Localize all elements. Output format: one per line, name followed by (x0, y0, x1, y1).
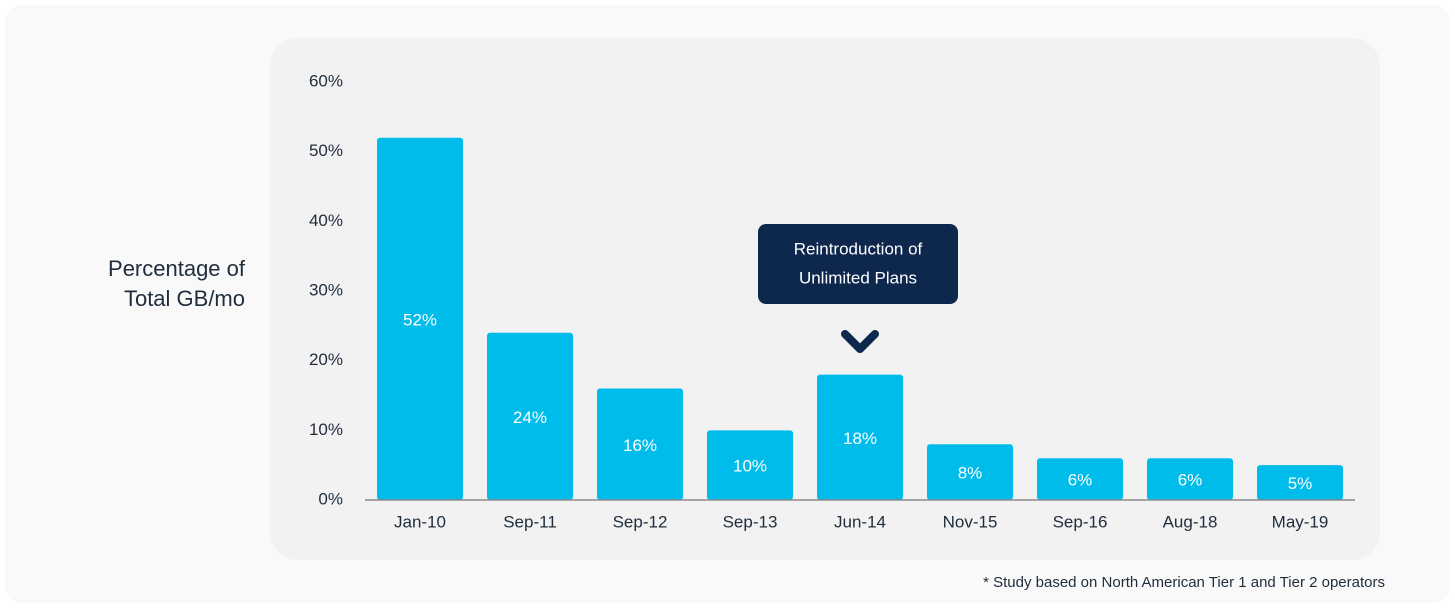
annotation: Reintroduction of (794, 239, 923, 258)
bar (707, 430, 793, 500)
y-axis-label: Percentage of (108, 256, 246, 281)
bar (597, 388, 683, 500)
bar (1037, 458, 1123, 500)
y-tick-label: 40% (309, 211, 343, 230)
x-tick-label: Jan-10 (394, 512, 446, 531)
x-tick-label: Sep-13 (723, 512, 778, 531)
annotation-chevron (841, 330, 879, 353)
footnote: * Study based on North American Tier 1 a… (983, 574, 1385, 591)
x-tick-label: Aug-18 (1163, 512, 1218, 531)
bar (817, 374, 903, 500)
y-tick-label: 10% (309, 420, 343, 439)
y-tick-label: 60% (309, 71, 343, 90)
bar (487, 332, 573, 500)
bar (377, 137, 463, 500)
annotation: Unlimited Plans (799, 268, 917, 287)
y-tick-label: 30% (309, 280, 343, 299)
data-label: 6% (1068, 471, 1093, 490)
y-axis-label: Total GB/mo (124, 286, 245, 311)
y-tick-label: 50% (309, 141, 343, 160)
bar (927, 444, 1013, 500)
data-label: 16% (623, 436, 657, 455)
y-tick-label: 20% (309, 350, 343, 369)
annotation-box (758, 224, 958, 304)
data-label: 6% (1178, 471, 1203, 490)
data-label: 8% (958, 464, 983, 483)
data-label: 18% (843, 429, 877, 448)
data-label: 24% (513, 408, 547, 427)
x-tick-label: Sep-16 (1053, 512, 1108, 531)
data-label: 5% (1288, 474, 1313, 493)
x-tick-label: May-19 (1272, 512, 1329, 531)
data-label: 10% (733, 457, 767, 476)
data-label: 52% (403, 310, 437, 329)
x-tick-label: Jun-14 (834, 512, 886, 531)
x-tick-label: Nov-15 (943, 512, 998, 531)
bar (1147, 458, 1233, 500)
x-tick-label: Sep-11 (503, 512, 557, 531)
x-tick-label: Sep-12 (613, 512, 668, 531)
y-tick-label: 0% (318, 489, 343, 508)
bar (1257, 465, 1343, 500)
